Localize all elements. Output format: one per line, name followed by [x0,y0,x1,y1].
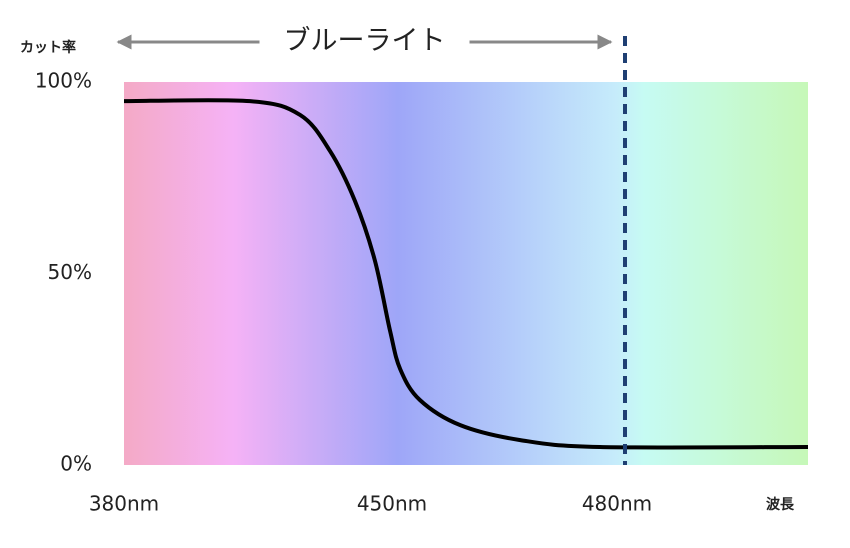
x-tick-label: 450nm [357,492,427,516]
x-tick-label: 480nm [582,492,652,516]
cut-rate-line [123,98,809,450]
y-tick-label: 50% [48,260,92,284]
y-tick-label: 0% [60,452,92,476]
y-tick-label: 100% [35,69,92,93]
plot-background [124,82,808,465]
y-axis-label: カット率 [20,39,76,56]
annotation: ブルーライト [284,26,446,57]
x-tick-label: 380nm [89,492,159,516]
x-axis-label: 波長 [766,496,795,513]
